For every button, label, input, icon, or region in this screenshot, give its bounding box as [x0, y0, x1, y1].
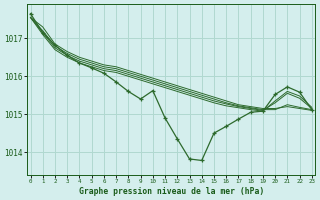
X-axis label: Graphe pression niveau de la mer (hPa): Graphe pression niveau de la mer (hPa): [78, 187, 264, 196]
